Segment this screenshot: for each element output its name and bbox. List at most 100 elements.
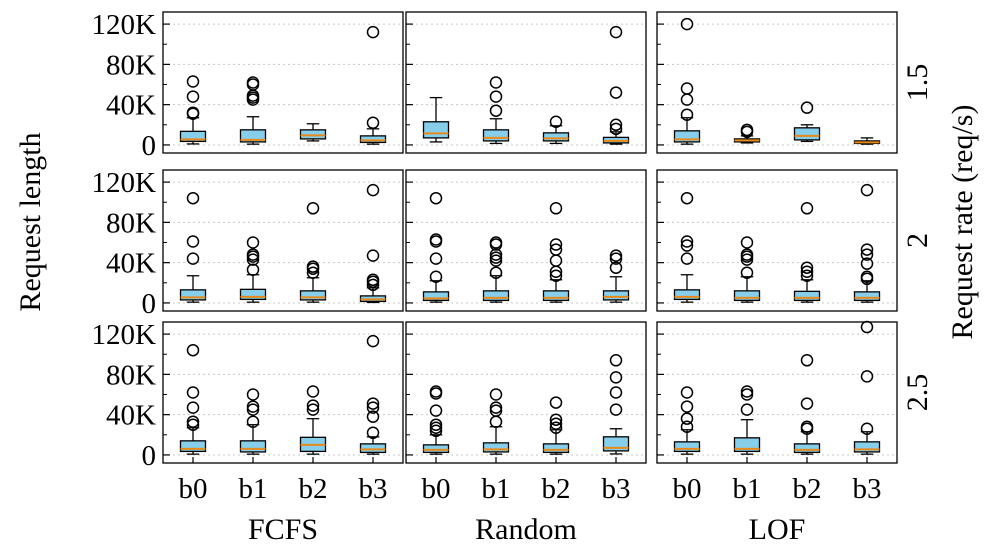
box-iqr bbox=[542, 132, 570, 142]
outlier-point bbox=[186, 235, 200, 248]
y-tick-label: 80K bbox=[106, 359, 156, 391]
row-label-2: 2 bbox=[901, 233, 934, 248]
outlier-point bbox=[429, 233, 443, 246]
x-tick-label: b3 bbox=[602, 473, 631, 505]
outlier-point bbox=[306, 266, 320, 279]
box-iqr bbox=[542, 290, 570, 302]
y-tick-label: 0 bbox=[142, 440, 157, 472]
box-b1 bbox=[482, 388, 510, 455]
y-tick-label: 0 bbox=[142, 130, 157, 162]
outlier-point bbox=[186, 386, 200, 399]
outlier-point bbox=[609, 261, 623, 274]
outlier-point bbox=[549, 238, 563, 251]
right-axis-title: Request rate (req/s) bbox=[946, 105, 979, 340]
row-label-2_5: 2.5 bbox=[901, 374, 934, 412]
box-iqr bbox=[482, 129, 510, 142]
y-tick-label: 40K bbox=[106, 400, 156, 432]
box-b2 bbox=[793, 354, 821, 455]
box-iqr bbox=[853, 291, 881, 302]
box-b1 bbox=[239, 76, 267, 145]
outlier-point bbox=[246, 236, 260, 249]
outlier-point bbox=[549, 202, 563, 215]
outlier-point bbox=[860, 183, 874, 197]
outlier-point bbox=[366, 334, 380, 348]
outlier-point bbox=[609, 25, 623, 39]
outlier-point bbox=[306, 399, 320, 412]
outlier-point bbox=[489, 76, 503, 89]
outlier-point bbox=[306, 385, 320, 398]
outlier-point bbox=[740, 403, 754, 416]
box-iqr bbox=[179, 289, 207, 301]
box-iqr bbox=[239, 440, 267, 453]
box-iqr bbox=[793, 127, 821, 141]
outlier-point bbox=[800, 397, 814, 410]
outlier-point bbox=[609, 249, 623, 262]
outlier-point bbox=[549, 421, 563, 434]
box-iqr bbox=[793, 290, 821, 302]
outlier-point bbox=[186, 90, 200, 103]
outlier-point bbox=[800, 269, 814, 282]
outlier-point bbox=[680, 239, 694, 252]
outlier-point bbox=[549, 254, 563, 267]
x-tick-label: b2 bbox=[299, 473, 328, 505]
box-b2 bbox=[793, 202, 821, 303]
outlier-point bbox=[549, 243, 563, 256]
box-b3 bbox=[359, 334, 387, 455]
panel-frame bbox=[656, 321, 898, 464]
outlier-point bbox=[306, 260, 320, 273]
outlier-point bbox=[800, 202, 814, 215]
outlier-point bbox=[186, 106, 200, 119]
box-iqr bbox=[482, 442, 510, 453]
box-iqr bbox=[542, 443, 570, 454]
box-b3 bbox=[853, 183, 881, 303]
x-tick-label: b1 bbox=[239, 473, 268, 505]
outlier-point bbox=[186, 415, 200, 428]
outlier-point bbox=[549, 396, 563, 409]
y-tick-label: 120K bbox=[92, 319, 157, 351]
outlier-point bbox=[186, 191, 200, 205]
outlier-point bbox=[429, 191, 443, 205]
outlier-point bbox=[186, 343, 200, 357]
column-label-random: Random bbox=[475, 513, 577, 546]
box-b2 bbox=[542, 202, 570, 303]
box-b1 bbox=[482, 236, 510, 303]
outlier-point bbox=[860, 248, 874, 261]
outlier-point bbox=[549, 269, 563, 282]
outlier-point bbox=[489, 254, 503, 267]
outlier-point bbox=[366, 116, 380, 130]
x-tick-label: b3 bbox=[853, 473, 882, 505]
column-label-lof: LOF bbox=[749, 513, 806, 546]
outlier-point bbox=[246, 415, 260, 428]
outlier-point bbox=[429, 252, 443, 265]
panel-lof-1_5: 1.5 bbox=[656, 11, 934, 154]
outlier-point bbox=[429, 404, 443, 417]
box-iqr bbox=[239, 129, 267, 143]
box-b1 bbox=[733, 123, 761, 144]
panel-lof-2_5: b0 b1 b2 b3 2.5 LOF bbox=[656, 320, 934, 546]
outlier-point bbox=[609, 386, 623, 399]
panel-fcfs-2: 0 40K 80K 120K bbox=[92, 167, 404, 320]
box-b2 bbox=[542, 115, 570, 145]
outlier-point bbox=[609, 371, 623, 384]
outlier-point bbox=[549, 115, 563, 129]
panel-frame bbox=[162, 169, 404, 312]
outlier-point bbox=[489, 415, 503, 428]
y-tick-label: 0 bbox=[142, 288, 157, 320]
box-b1 bbox=[733, 385, 761, 455]
outlier-point bbox=[680, 17, 694, 31]
y-tick-label: 120K bbox=[92, 9, 157, 41]
outlier-point bbox=[680, 252, 694, 265]
box-iqr bbox=[179, 130, 207, 143]
x-tick-label: b2 bbox=[542, 473, 571, 505]
box-b3 bbox=[602, 354, 630, 455]
panel-lof-2: 2 bbox=[656, 169, 934, 312]
box-iqr bbox=[359, 135, 387, 144]
outlier-point bbox=[609, 118, 623, 132]
outlier-point bbox=[246, 248, 260, 261]
outlier-point bbox=[186, 418, 200, 431]
box-iqr bbox=[422, 444, 450, 454]
outlier-point bbox=[366, 183, 380, 197]
x-tick-label: b3 bbox=[359, 473, 388, 505]
panel-frame bbox=[162, 11, 404, 154]
outlier-point bbox=[680, 191, 694, 205]
